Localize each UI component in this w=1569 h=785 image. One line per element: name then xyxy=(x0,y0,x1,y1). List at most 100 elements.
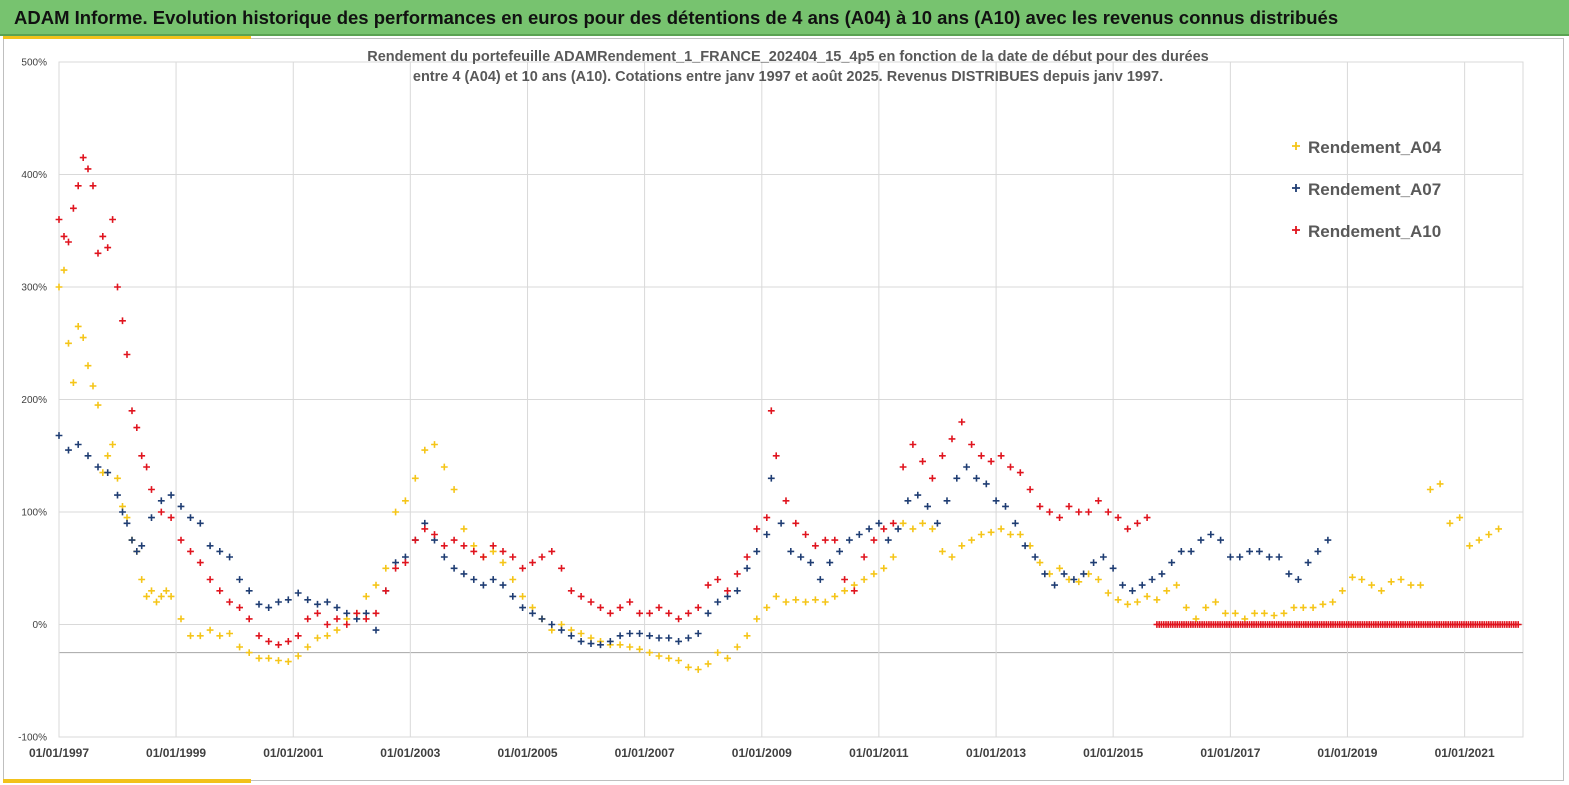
rendement-a10-point xyxy=(1036,503,1044,510)
rendement-a10-point xyxy=(987,458,995,465)
rendement-a04-point xyxy=(489,548,497,555)
rendement-a10-point xyxy=(733,570,741,578)
rendement-a10-point xyxy=(245,615,253,623)
banner-title: ADAM Informe. Evolution historique des p… xyxy=(14,7,1339,28)
rendement-a04-point xyxy=(1466,542,1473,550)
rendement-a07-point xyxy=(1031,553,1039,561)
rendement-a10-point xyxy=(558,564,565,572)
rendement-a10-point xyxy=(1514,621,1522,628)
rendement-a07-point xyxy=(284,596,292,604)
rendement-a04-point xyxy=(1056,564,1063,572)
rendement-a04-point xyxy=(1475,536,1483,544)
rendement-a10-point xyxy=(724,587,731,595)
rendement-a04-point xyxy=(1134,598,1141,606)
rendement-a04-point xyxy=(304,643,312,651)
rendement-a07-point xyxy=(157,497,165,505)
rendement-a10-point xyxy=(109,216,116,223)
rendement-a07-point xyxy=(963,463,970,471)
rendement-a10-point xyxy=(480,553,487,561)
rendement-a07-point xyxy=(1060,570,1068,578)
rendement-a07-point xyxy=(128,536,136,544)
rendement-a10-point xyxy=(74,182,82,190)
x-tick-label: 01/01/2015 xyxy=(1083,746,1143,760)
rendement-a10-point xyxy=(1016,469,1024,476)
rendement-a07-point xyxy=(138,542,146,550)
rendement-a10-point xyxy=(499,548,507,555)
rendement-a04-point xyxy=(440,463,448,471)
rendement-a10-point xyxy=(187,548,194,555)
rendement-a04-point xyxy=(362,593,370,600)
y-tick-label: 400% xyxy=(21,170,47,181)
rendement-a10-point xyxy=(889,519,897,527)
rendement-a07-point xyxy=(1177,548,1185,555)
rendement-a10-point xyxy=(304,615,312,623)
rendement-a04-point xyxy=(694,666,702,673)
rendement-a10-point xyxy=(314,609,321,617)
rendement-a10-point xyxy=(265,638,273,645)
rendement-a04-point xyxy=(1075,578,1083,586)
rendement-a07-point xyxy=(177,503,185,510)
rendement-a07-point xyxy=(216,548,224,555)
rendement-a04-point xyxy=(929,525,936,533)
rendement-a07-point xyxy=(675,638,682,645)
rendement-a10-point xyxy=(675,615,682,623)
rendement-a04-point xyxy=(968,536,975,544)
rendement-a07-point xyxy=(934,519,941,527)
rendement-a04-point xyxy=(162,587,170,595)
rendement-a10-point xyxy=(372,609,380,617)
rendement-a07-point xyxy=(1207,531,1215,538)
rendement-a04-point xyxy=(70,379,77,386)
rendement-a07-point xyxy=(94,463,102,471)
rendement-a04-point xyxy=(899,519,907,527)
rendement-a10-point xyxy=(519,564,526,572)
rendement-a04-point xyxy=(216,632,224,640)
rendement-a07-point xyxy=(1285,570,1293,578)
rendement-a07-point xyxy=(626,630,634,637)
y-tick-label: 500% xyxy=(21,58,47,69)
rendement-a10-point xyxy=(353,609,361,617)
rendement-a10-point xyxy=(529,559,536,566)
rendement-a07-point xyxy=(304,596,312,604)
rendement-a10-point xyxy=(489,542,497,550)
rendement-a04-point xyxy=(104,452,112,460)
rendement-a04-point xyxy=(655,652,663,660)
rendement-a10-point xyxy=(929,474,936,482)
rendement-a04-point xyxy=(509,576,517,583)
rendement-a10-point xyxy=(763,514,771,521)
rendement-a10-point xyxy=(196,559,204,566)
rendement-a04-point xyxy=(55,283,63,291)
rendement-a07-point xyxy=(982,480,990,488)
legend-marker xyxy=(1292,226,1300,234)
rendement-a10-point xyxy=(655,604,663,611)
rendement-a04-point xyxy=(733,643,741,651)
rendement-a07-point xyxy=(372,626,380,634)
rendement-a10-point xyxy=(1046,508,1053,516)
rendement-a04-point xyxy=(812,596,819,604)
rendement-a07-point xyxy=(846,536,853,544)
rendement-a04-point xyxy=(1114,596,1122,604)
rendement-a07-point xyxy=(767,474,775,482)
rendement-a07-point xyxy=(362,609,370,617)
rendement-a10-point xyxy=(685,609,692,617)
rendement-a10-point xyxy=(99,233,107,240)
rendement-a04-point xyxy=(675,657,682,664)
rendement-a04-point xyxy=(138,576,146,583)
rendement-a07-point xyxy=(894,525,902,533)
rendement-a04-point xyxy=(1231,609,1239,617)
rendement-a10-point xyxy=(782,497,790,505)
rendement-a04-point xyxy=(1251,609,1258,617)
rendement-a07-point xyxy=(973,474,980,482)
rendement-a07-point xyxy=(548,621,556,628)
x-tick-label: 01/01/2009 xyxy=(732,746,792,760)
rendement-a04-point xyxy=(499,559,507,566)
rendement-a10-point xyxy=(792,519,800,527)
y-tick-label: -100% xyxy=(18,733,47,744)
rendement-a10-point xyxy=(772,452,780,460)
rendement-a04-point xyxy=(1495,525,1502,533)
rendement-a04-point xyxy=(977,531,985,538)
rendement-a04-point xyxy=(1358,576,1366,583)
rendement-a07-point xyxy=(1138,581,1146,589)
rendement-a04-point xyxy=(636,645,643,653)
rendement-a10-point xyxy=(460,542,468,550)
